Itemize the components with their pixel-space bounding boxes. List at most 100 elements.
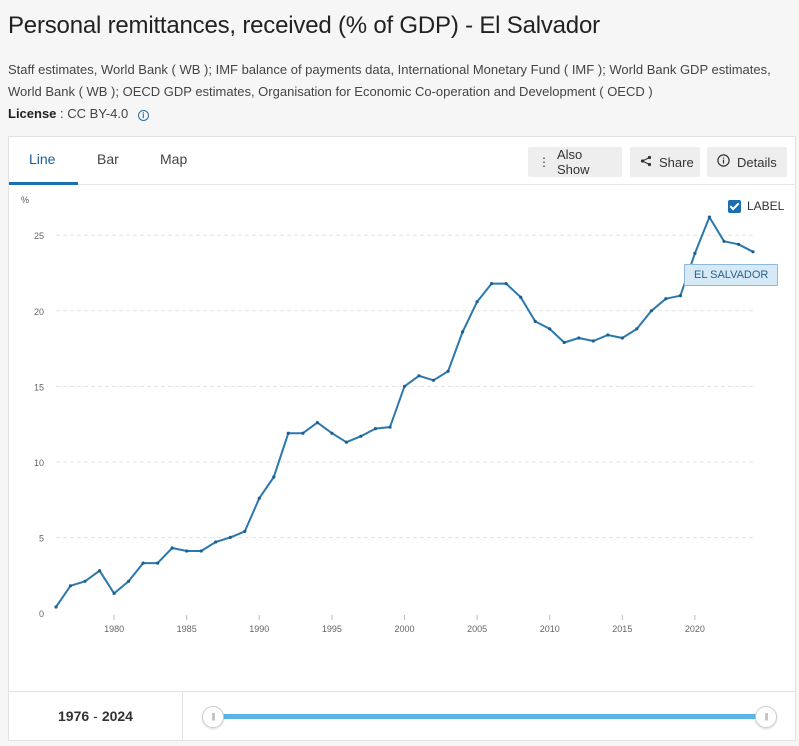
- data-point-1990: [257, 496, 261, 500]
- data-point-1994: [315, 421, 319, 425]
- data-point-2010: [548, 327, 552, 331]
- data-point-2022: [722, 239, 726, 243]
- y-tick-label-10: 10: [34, 458, 44, 468]
- x-tick-label-2015: 2015: [612, 624, 632, 634]
- label-checkbox[interactable]: [728, 199, 741, 213]
- x-tick-label-2005: 2005: [467, 624, 487, 634]
- data-point-2023: [736, 242, 741, 246]
- label-toggle-text: LABEL: [747, 199, 785, 213]
- data-point-1993: [301, 431, 305, 435]
- range-label: 1976-2024: [9, 692, 183, 740]
- share-label: Share: [659, 154, 694, 170]
- x-tick-label-2010: 2010: [540, 624, 560, 634]
- info-icon[interactable]: i: [137, 110, 149, 121]
- data-point-1977: [68, 584, 73, 588]
- x-tick-label-1985: 1985: [177, 624, 197, 634]
- data-point-1981: [127, 579, 131, 583]
- data-point-1996: [344, 440, 348, 444]
- data-point-2016: [635, 327, 639, 331]
- data-point-1984: [170, 546, 174, 550]
- data-point-1992: [286, 431, 290, 435]
- also-show-label: Also Show: [557, 147, 590, 177]
- also-show-button[interactable]: ⋮ Also Show: [528, 147, 622, 177]
- data-point-1985: [185, 549, 189, 553]
- data-point-1991: [272, 475, 276, 479]
- data-point-2007: [504, 282, 508, 286]
- share-button[interactable]: Share: [630, 147, 700, 177]
- active-tab-indicator: [9, 182, 78, 185]
- data-point-2000: [402, 384, 407, 388]
- y-tick-label-25: 25: [34, 231, 44, 241]
- data-point-2012: [577, 336, 581, 340]
- data-point-1980: [112, 591, 116, 595]
- data-point-1978: [83, 579, 87, 583]
- data-point-1987: [214, 540, 218, 544]
- data-point-2006: [490, 282, 494, 286]
- data-point-2008: [519, 295, 523, 299]
- range-separator: -: [93, 708, 98, 724]
- data-point-2019: [678, 294, 683, 298]
- data-point-1988: [228, 535, 232, 539]
- sources-text: Staff estimates, World Bank ( WB ); IMF …: [8, 62, 771, 99]
- data-point-1997: [359, 434, 363, 438]
- data-point-1986: [199, 549, 203, 553]
- x-tick-label-1995: 1995: [322, 624, 342, 634]
- range-slider-start-handle[interactable]: |||: [202, 706, 224, 728]
- data-point-2009: [533, 319, 537, 323]
- data-point-2021: [707, 215, 712, 219]
- data-point-1999: [388, 425, 392, 429]
- info-circle-icon: [717, 154, 730, 170]
- data-point-2015: [620, 336, 624, 340]
- data-point-1989: [243, 529, 247, 533]
- data-point-2004: [461, 330, 465, 334]
- data-point-2005: [475, 300, 479, 304]
- data-point-2003: [446, 369, 450, 373]
- data-point-2002: [431, 378, 436, 382]
- range-start: 1976: [58, 708, 90, 724]
- chart-tabs: Line Bar Map ⋮ Also Show Share Details: [9, 137, 795, 185]
- label-toggle[interactable]: LABEL: [728, 199, 784, 213]
- license: License : CC BY-4.0 i: [8, 106, 149, 121]
- data-point-2020: [693, 251, 697, 255]
- data-point-2024: [751, 250, 755, 254]
- series-line-0: [55, 216, 754, 608]
- y-tick-label-20: 20: [34, 307, 44, 317]
- y-tick-label-5: 5: [39, 533, 44, 543]
- license-value: : CC BY-4.0: [60, 106, 129, 121]
- line-chart: % 0 5 10 15 20 25 1980 1985 1990 1995 2000 2005 2010 2…: [21, 195, 755, 634]
- data-point-2014: [606, 333, 610, 337]
- page-title: Personal remittances, received (% of GDP…: [8, 12, 600, 39]
- chart-card: Line Bar Map ⋮ Also Show Share Details %…: [8, 136, 796, 692]
- range-footer: 1976-2024 ||| |||: [8, 691, 796, 741]
- range-end: 2024: [101, 708, 133, 724]
- y-unit-label: %: [21, 195, 29, 205]
- x-tick-label-2020: 2020: [685, 624, 705, 634]
- y-tick-label-0: 0: [39, 609, 44, 619]
- range-slider-end-handle[interactable]: |||: [755, 706, 777, 728]
- details-label: Details: [737, 154, 777, 170]
- x-tick-label-2000: 2000: [394, 624, 414, 634]
- data-point-2013: [591, 339, 595, 343]
- data-point-1976: [54, 605, 58, 609]
- series-label-el-salvador: EL SALVADOR: [684, 264, 779, 286]
- license-label: License: [8, 106, 57, 121]
- y-tick-label-15: 15: [34, 382, 44, 392]
- data-point-2017: [649, 309, 654, 313]
- data-point-1982: [141, 561, 145, 565]
- tab-bar[interactable]: Bar: [97, 151, 119, 167]
- range-slider-track[interactable]: [213, 714, 765, 719]
- data-point-2001: [417, 374, 421, 378]
- details-button[interactable]: Details: [707, 147, 787, 177]
- share-icon: [640, 155, 652, 170]
- tab-map[interactable]: Map: [160, 151, 188, 167]
- data-point-1995: [330, 431, 334, 435]
- tab-line[interactable]: Line: [29, 151, 56, 167]
- data-point-2011: [562, 340, 566, 345]
- data-point-1983: [156, 561, 160, 565]
- data-point-1979: [98, 569, 102, 573]
- x-tick-label-1990: 1990: [249, 624, 269, 634]
- x-tick-label-1980: 1980: [104, 624, 124, 634]
- more-vertical-icon: ⋮: [538, 155, 550, 169]
- data-point-1998: [373, 427, 378, 431]
- data-point-2018: [664, 297, 668, 301]
